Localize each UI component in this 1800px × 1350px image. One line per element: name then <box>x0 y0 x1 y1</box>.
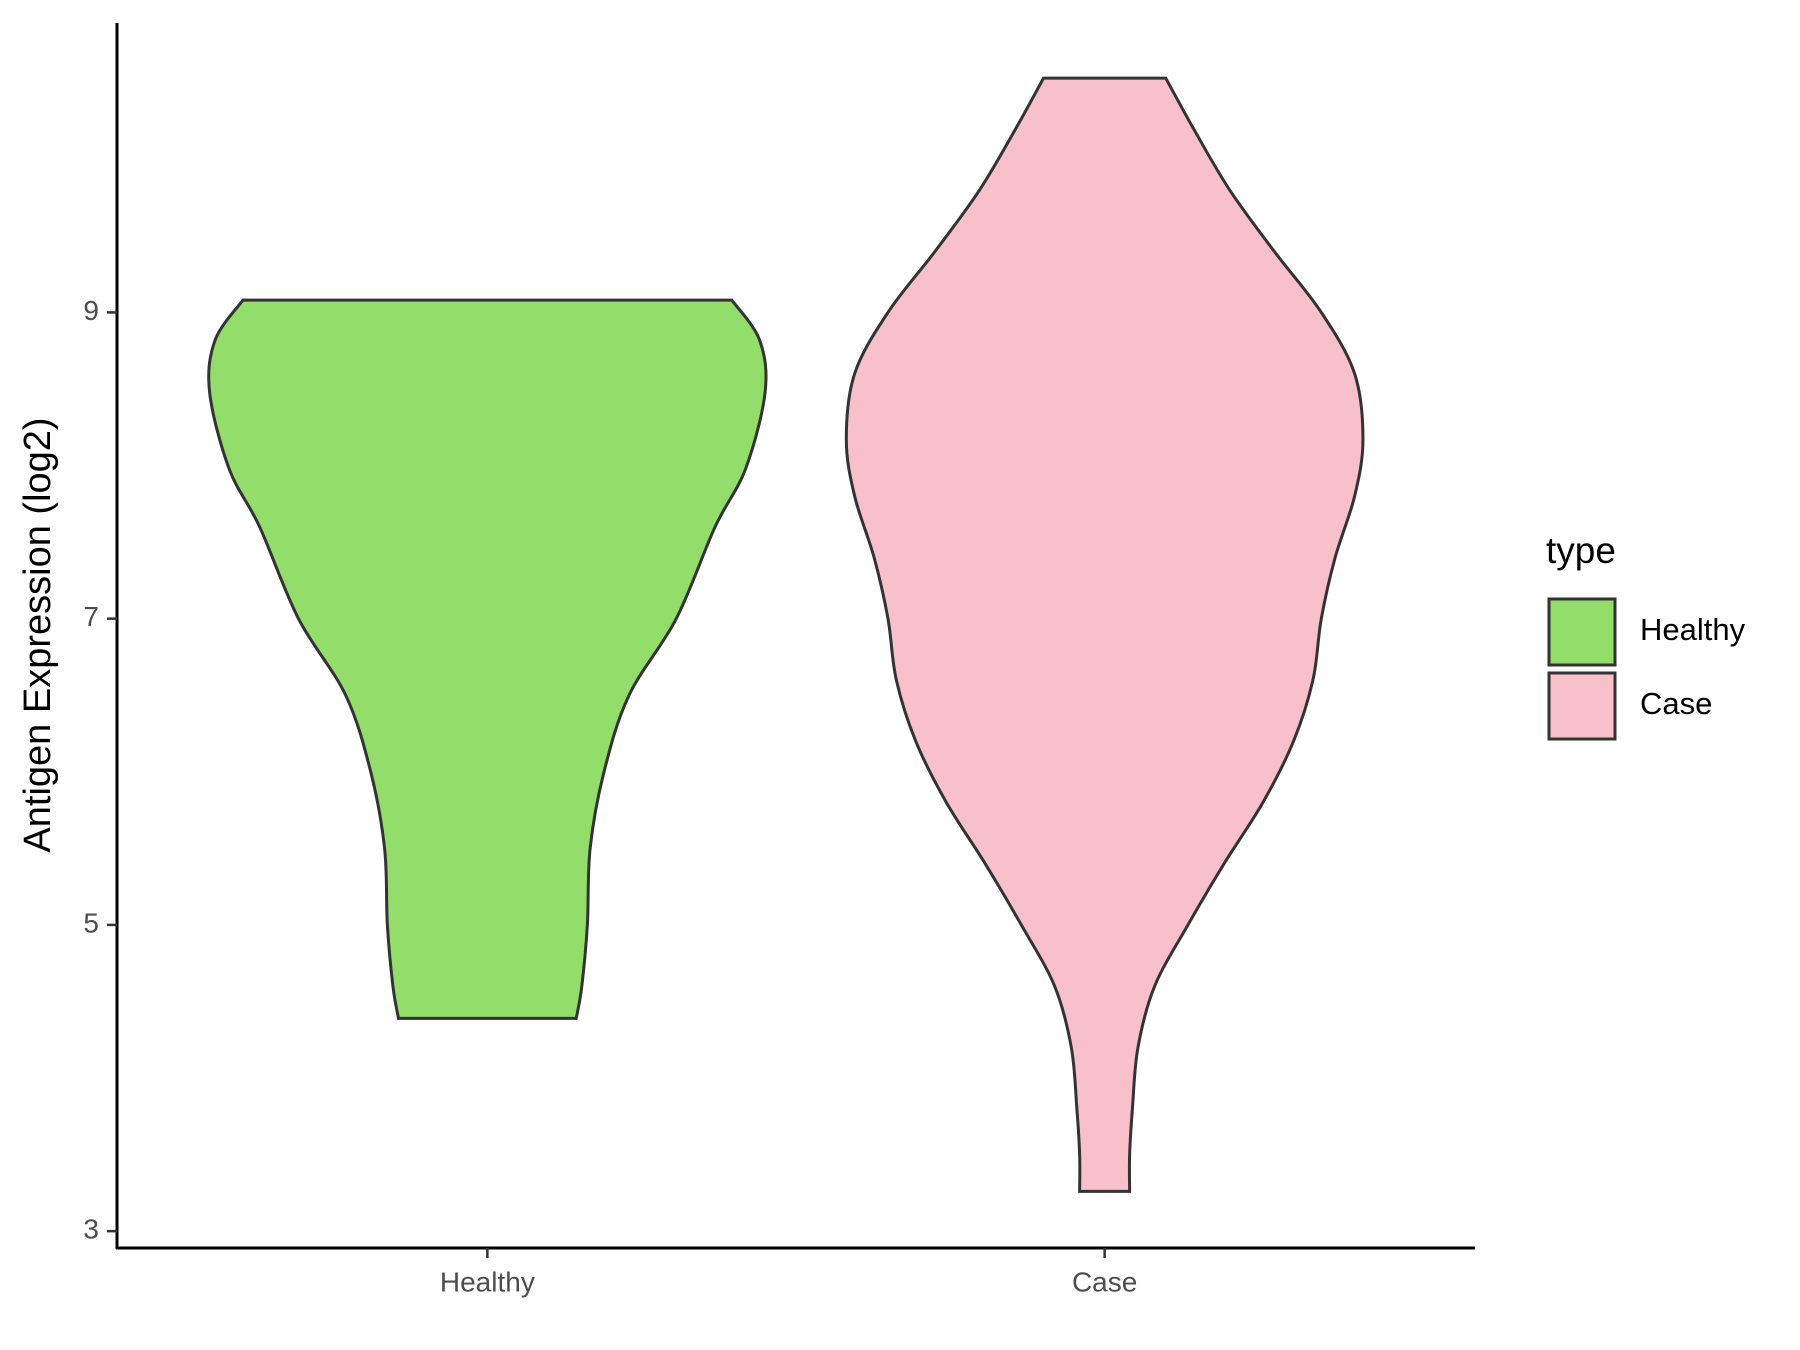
violin <box>844 76 1365 1193</box>
y-tick-label: 3 <box>83 1214 99 1245</box>
x-tick-label: Healthy <box>440 1266 535 1297</box>
x-tick-label: Case <box>1072 1266 1137 1297</box>
legend-key <box>1547 597 1617 667</box>
y-tick-label: 9 <box>83 295 99 326</box>
legend-label: Healthy <box>1640 612 1746 647</box>
legend-key <box>1547 671 1617 741</box>
y-tick-label: 7 <box>83 601 99 632</box>
legend-title: type <box>1546 530 1616 571</box>
y-axis-title: Antigen Expression (log2) <box>17 417 59 852</box>
y-tick-label: 5 <box>83 907 99 938</box>
violin <box>207 298 768 1020</box>
legend-label: Case <box>1640 686 1712 721</box>
